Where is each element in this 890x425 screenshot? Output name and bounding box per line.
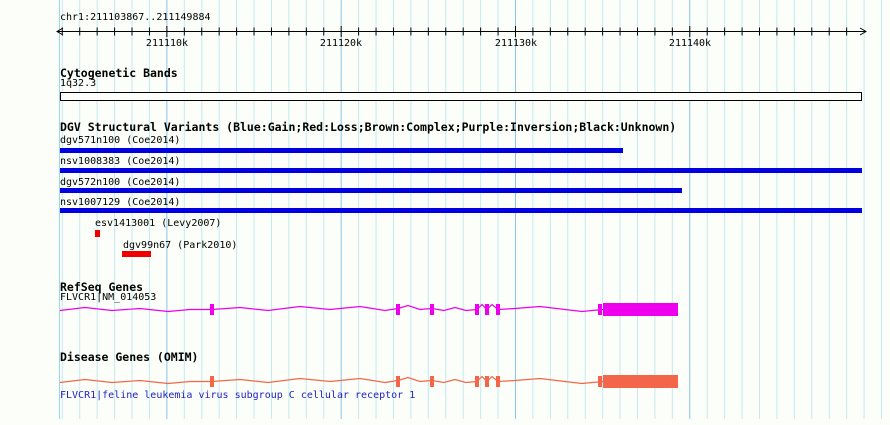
variant-bar-loss[interactable]: [95, 230, 100, 237]
variant-label[interactable]: nsv1007129 (Coe2014): [60, 197, 181, 208]
exon-tick[interactable]: [598, 304, 602, 315]
exon-tick[interactable]: [396, 376, 400, 387]
exon-tick[interactable]: [598, 376, 602, 387]
ruler-tick-label: 211130k: [495, 38, 537, 49]
variant-label[interactable]: dgv99n67 (Park2010): [123, 240, 238, 251]
track-title-disease-genes: Disease Genes (OMIM): [60, 350, 199, 364]
omim-gene-label[interactable]: FLVCR1|feline leukemia virus subgroup C …: [60, 390, 416, 401]
ruler-tick-label: 211140k: [669, 38, 711, 49]
exon-tick[interactable]: [485, 304, 489, 315]
track-title-cytogenetic-bands: Cytogenetic Bands: [60, 66, 178, 80]
exon-tick[interactable]: [430, 304, 434, 315]
variant-label[interactable]: esv1413001 (Levy2007): [95, 218, 222, 229]
gene-model-omim[interactable]: [59, 375, 678, 388]
variant-bar-gain[interactable]: [60, 168, 862, 173]
ruler-tick-label: 211110k: [146, 38, 188, 49]
exon-tick[interactable]: [210, 304, 214, 315]
variant-label[interactable]: dgv572n100 (Coe2014): [60, 177, 181, 188]
exon-tick[interactable]: [496, 376, 500, 387]
gene-model-refseq[interactable]: [59, 303, 678, 316]
variant-bar-loss[interactable]: [122, 251, 151, 257]
exon-tick[interactable]: [496, 304, 500, 315]
refseq-gene-label[interactable]: FLVCR1|NM_014053: [60, 292, 157, 303]
variant-bar-gain[interactable]: [60, 148, 623, 153]
track-title-refseq-genes: RefSeq Genes: [60, 280, 144, 294]
track-title-dgv-variants: DGV Structural Variants (Blue:Gain;Red:L…: [60, 120, 677, 134]
exon-tick[interactable]: [210, 376, 214, 387]
variant-bar-gain[interactable]: [60, 188, 682, 193]
exon-tick[interactable]: [430, 376, 434, 387]
region-coordinates: chr1:211103867..211149884: [60, 12, 211, 23]
cytoband-glyph[interactable]: [60, 92, 862, 101]
variant-bar-gain[interactable]: [60, 208, 862, 213]
exon-tick[interactable]: [475, 304, 479, 315]
ruler-tick-label: 211120k: [320, 38, 362, 49]
variant-label[interactable]: nsv1008383 (Coe2014): [60, 156, 181, 167]
cytoband-label: 1q32.3: [60, 78, 97, 89]
variant-label[interactable]: dgv571n100 (Coe2014): [60, 135, 181, 146]
exon-tick[interactable]: [475, 376, 479, 387]
utr-box[interactable]: [603, 375, 678, 388]
utr-box[interactable]: [603, 303, 678, 316]
exon-tick[interactable]: [396, 304, 400, 315]
exon-tick[interactable]: [485, 376, 489, 387]
